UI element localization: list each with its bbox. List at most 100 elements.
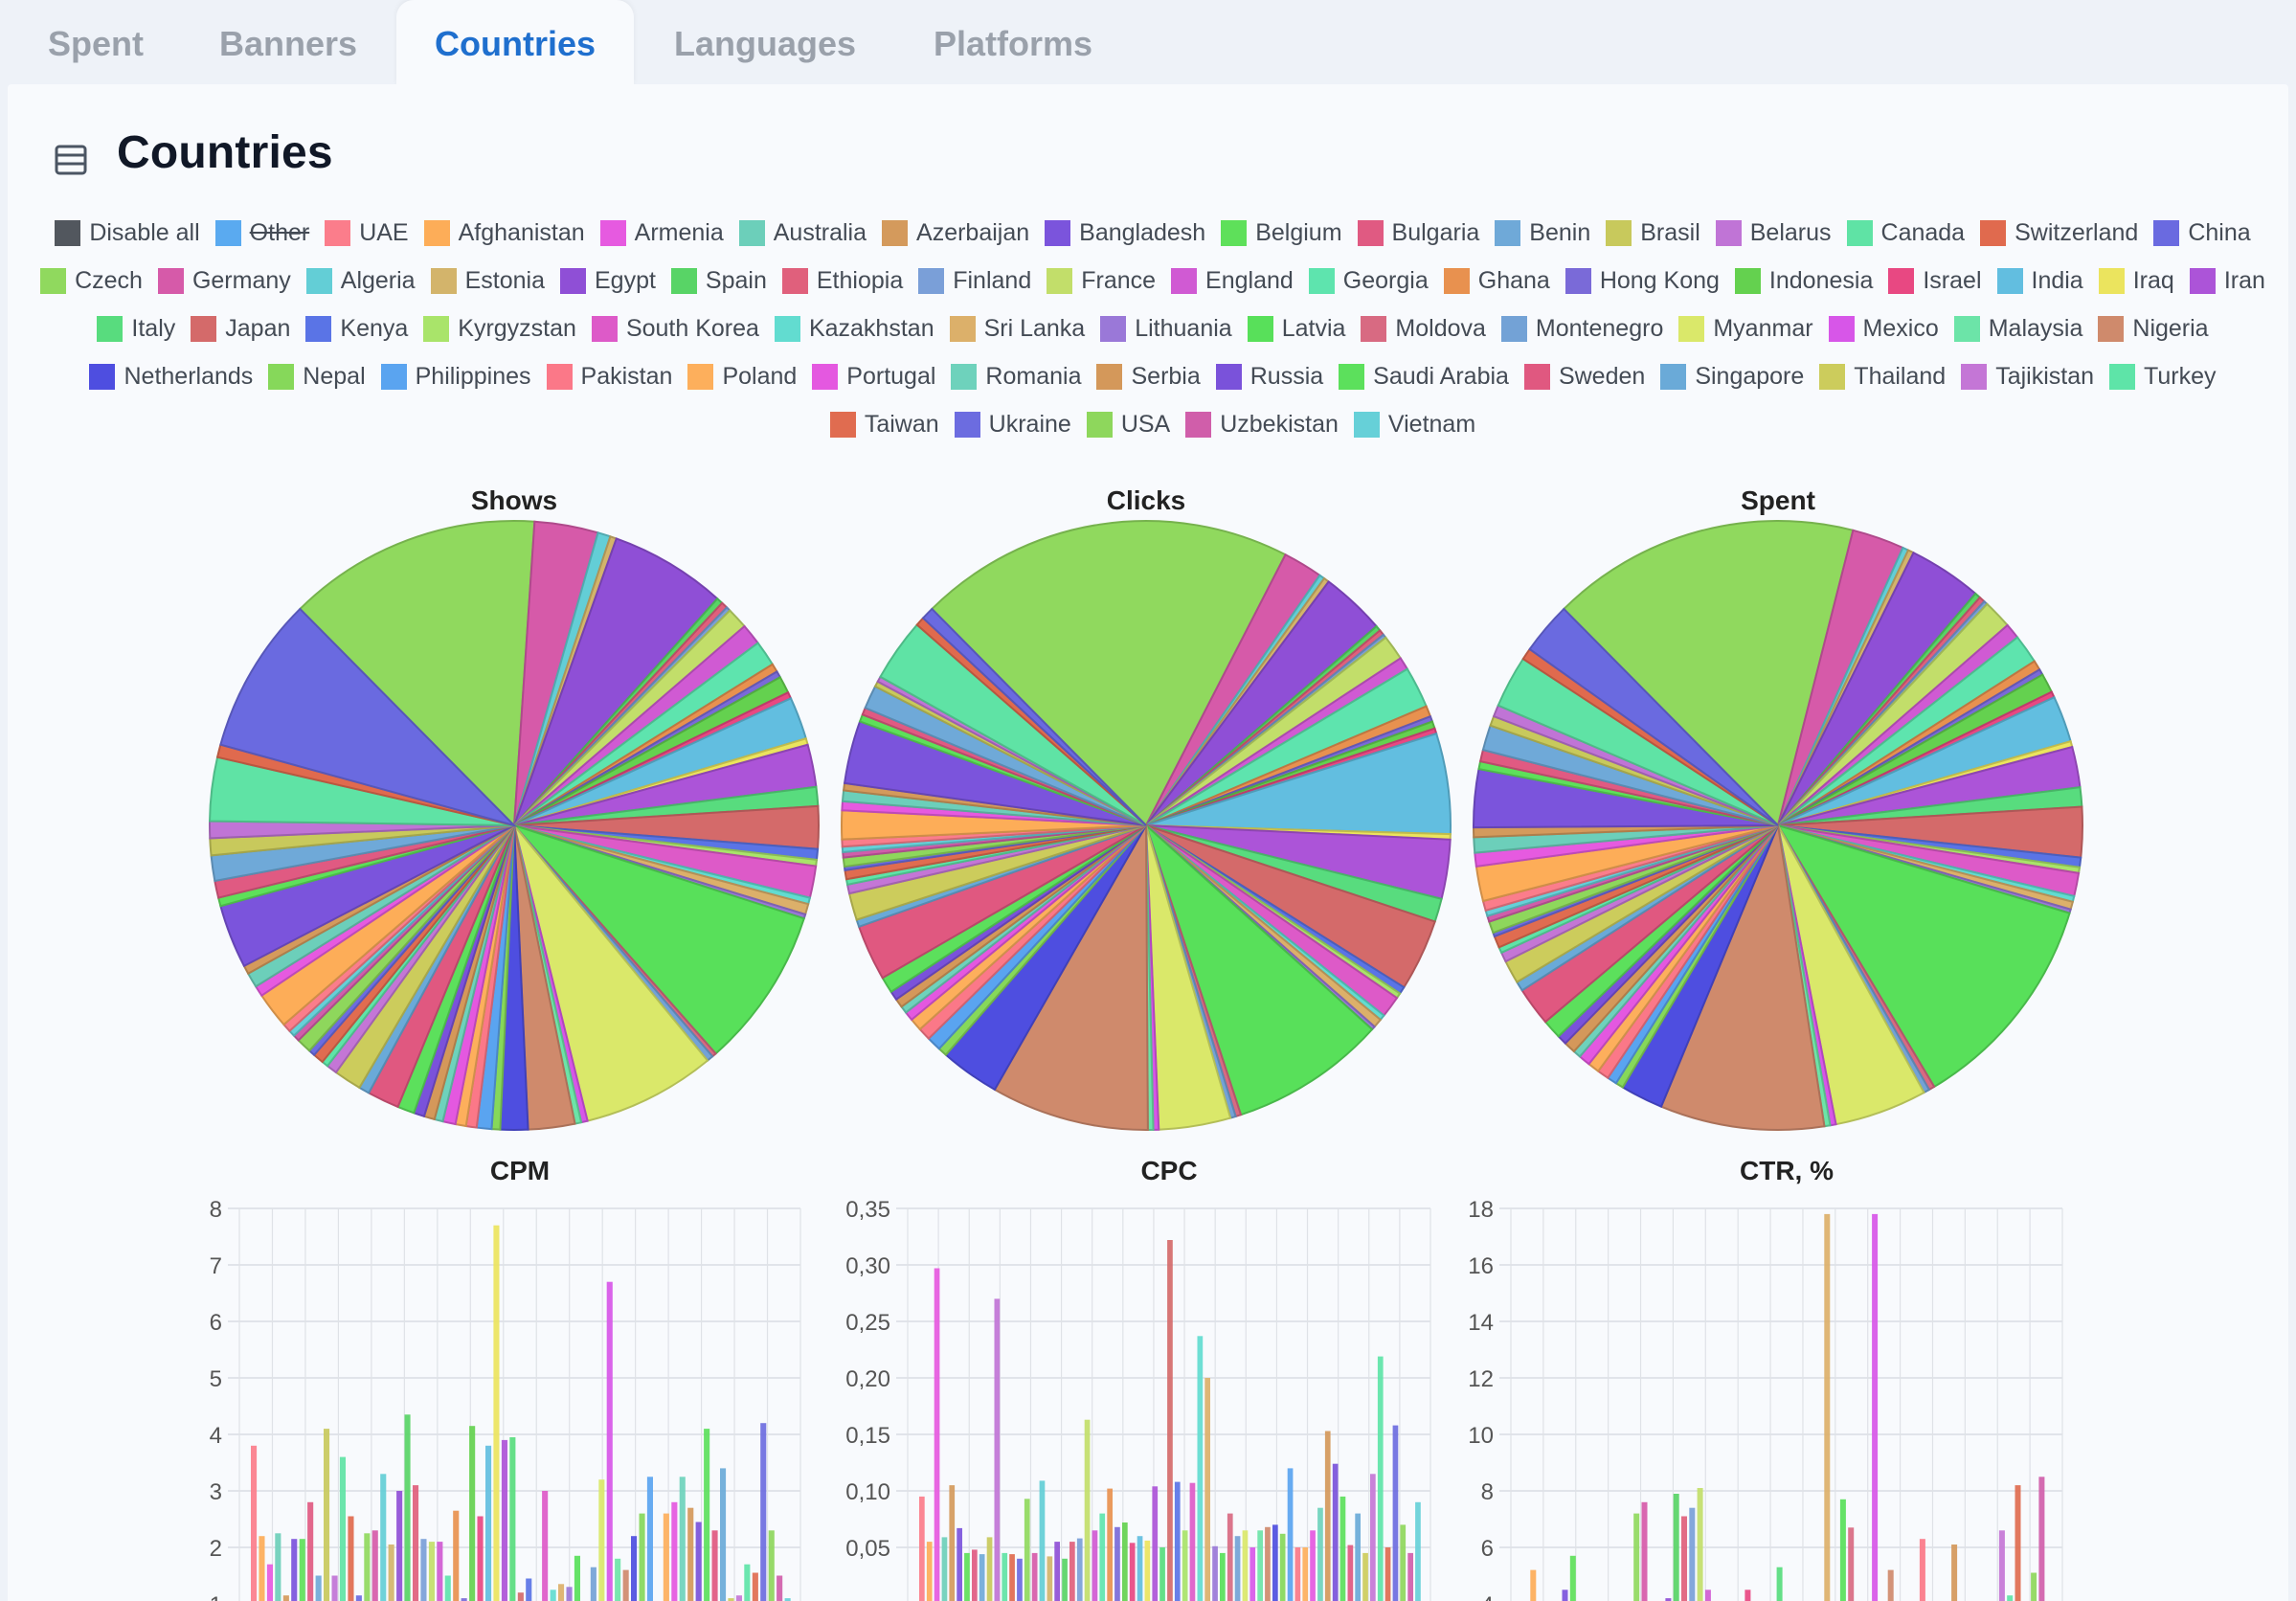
- bar[interactable]: [404, 1414, 411, 1601]
- legend-item[interactable]: Uzbekistan: [1185, 406, 1339, 442]
- pie-slice[interactable]: [921, 607, 1147, 826]
- bar[interactable]: [1633, 1513, 1640, 1601]
- bar[interactable]: [1279, 1533, 1286, 1601]
- bar[interactable]: [558, 1584, 565, 1601]
- legend-item[interactable]: Iraq: [2098, 262, 2174, 299]
- bar[interactable]: [615, 1558, 621, 1601]
- bar[interactable]: [275, 1533, 281, 1601]
- tab-banners[interactable]: Banners: [218, 24, 358, 63]
- tab-spent[interactable]: Spent: [47, 24, 144, 63]
- bar[interactable]: [1114, 1526, 1120, 1601]
- legend-item[interactable]: Belarus: [1715, 214, 1832, 251]
- bar[interactable]: [428, 1542, 435, 1601]
- legend-item[interactable]: Brasil: [1606, 214, 1700, 251]
- bar[interactable]: [639, 1513, 645, 1601]
- legend-item[interactable]: Hong Kong: [1564, 262, 1720, 299]
- bar[interactable]: [388, 1545, 394, 1601]
- bar[interactable]: [331, 1575, 338, 1601]
- bar[interactable]: [1704, 1590, 1711, 1601]
- bar[interactable]: [299, 1539, 305, 1601]
- pie-slice[interactable]: [513, 537, 719, 826]
- bar[interactable]: [994, 1298, 1001, 1601]
- bar[interactable]: [355, 1595, 362, 1601]
- legend-item[interactable]: Iran: [2189, 262, 2265, 299]
- pie-slice[interactable]: [1528, 607, 1779, 826]
- bar[interactable]: [1302, 1547, 1309, 1601]
- bar[interactable]: [1384, 1547, 1391, 1601]
- bar[interactable]: [413, 1485, 419, 1601]
- legend-item[interactable]: USA: [1086, 406, 1170, 442]
- bar[interactable]: [1287, 1468, 1294, 1601]
- bar[interactable]: [1324, 1431, 1331, 1601]
- legend-item[interactable]: Taiwan: [829, 406, 939, 442]
- legend-item[interactable]: Georgia: [1308, 262, 1429, 299]
- legend-item[interactable]: UAE: [325, 214, 409, 251]
- bar[interactable]: [526, 1578, 532, 1601]
- bar[interactable]: [1745, 1590, 1751, 1601]
- bar[interactable]: [1272, 1524, 1278, 1601]
- bar[interactable]: [784, 1598, 791, 1601]
- bar[interactable]: [2038, 1477, 2045, 1601]
- bar[interactable]: [1332, 1463, 1339, 1601]
- bar[interactable]: [1234, 1536, 1241, 1601]
- bar[interactable]: [1167, 1240, 1173, 1601]
- bar[interactable]: [919, 1496, 925, 1601]
- bar[interactable]: [631, 1536, 638, 1601]
- legend-item[interactable]: Switzerland: [1980, 214, 2138, 251]
- bar[interactable]: [964, 1552, 970, 1601]
- bar[interactable]: [744, 1564, 751, 1601]
- bar[interactable]: [1099, 1513, 1106, 1601]
- bar[interactable]: [1310, 1530, 1316, 1601]
- bar[interactable]: [695, 1522, 702, 1601]
- pie-slice[interactable]: [298, 520, 536, 828]
- bar[interactable]: [2031, 1572, 2037, 1601]
- bar[interactable]: [646, 1477, 653, 1601]
- bar[interactable]: [371, 1530, 378, 1601]
- legend-item[interactable]: Japan: [191, 310, 290, 347]
- pie-slice[interactable]: [219, 607, 518, 827]
- bar[interactable]: [266, 1564, 273, 1601]
- pie-slice[interactable]: [1775, 823, 2071, 1089]
- legend-item[interactable]: India: [1996, 262, 2083, 299]
- pie-slice[interactable]: [930, 520, 1287, 827]
- legend-item[interactable]: Myanmar: [1678, 310, 1813, 347]
- bar[interactable]: [1562, 1590, 1568, 1601]
- bar[interactable]: [1951, 1545, 1958, 1601]
- legend-item[interactable]: Russia: [1215, 358, 1323, 395]
- bar[interactable]: [972, 1549, 978, 1601]
- legend-item[interactable]: Thailand: [1819, 358, 1946, 395]
- bar[interactable]: [679, 1477, 686, 1601]
- legend-item[interactable]: Montenegro: [1500, 310, 1663, 347]
- bar[interactable]: [259, 1536, 265, 1601]
- legend-item[interactable]: Estonia: [430, 262, 545, 299]
- bar[interactable]: [477, 1516, 484, 1601]
- legend-item[interactable]: Bangladesh: [1045, 214, 1205, 251]
- pie-slice[interactable]: [513, 824, 709, 1122]
- bar[interactable]: [1076, 1538, 1083, 1601]
- bar[interactable]: [1839, 1499, 1846, 1601]
- bar[interactable]: [590, 1567, 597, 1601]
- legend-item[interactable]: Portugal: [812, 358, 935, 395]
- bar[interactable]: [777, 1575, 783, 1601]
- legend-item[interactable]: Australia: [738, 214, 867, 251]
- bar[interactable]: [752, 1572, 758, 1601]
- bar[interactable]: [663, 1513, 669, 1601]
- bar[interactable]: [622, 1569, 629, 1601]
- legend-item[interactable]: France: [1047, 262, 1156, 299]
- bar[interactable]: [768, 1530, 775, 1601]
- legend-item[interactable]: Romania: [951, 358, 1081, 395]
- legend-item[interactable]: Kazakhstan: [774, 310, 934, 347]
- bar[interactable]: [1665, 1598, 1672, 1601]
- bar[interactable]: [1174, 1481, 1181, 1601]
- legend-item[interactable]: Nepal: [268, 358, 366, 395]
- bar[interactable]: [461, 1598, 467, 1601]
- bar[interactable]: [1415, 1501, 1421, 1601]
- legend-item[interactable]: Algeria: [305, 262, 416, 299]
- bar[interactable]: [444, 1575, 451, 1601]
- tab-countries[interactable]: Countries: [396, 0, 634, 86]
- bar[interactable]: [1569, 1555, 1576, 1601]
- legend-item[interactable]: Pakistan: [546, 358, 672, 395]
- bar[interactable]: [1407, 1552, 1413, 1601]
- bar[interactable]: [1872, 1213, 1879, 1601]
- legend-item[interactable]: Saudi Arabia: [1339, 358, 1509, 395]
